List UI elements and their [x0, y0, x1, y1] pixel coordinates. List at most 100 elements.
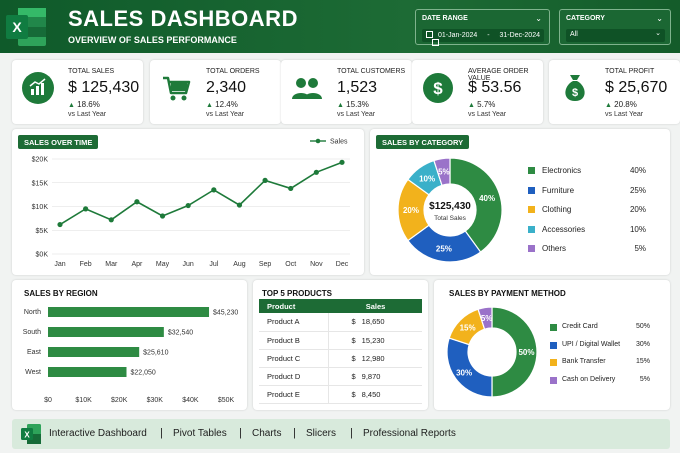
sales-data-point: [236, 202, 243, 208]
y-tick-label: $10K: [32, 204, 49, 211]
sales-by-category-donut: 40% 25% 20% 10%5% $125,430 Total Sales: [397, 157, 503, 263]
sales-by-category-panel: SALES BY CATEGORY 40% 25% 20% 10% 5% $125,430…: [370, 129, 670, 275]
x-tick-label: $40K: [182, 397, 199, 404]
legend-swatch: [528, 225, 535, 233]
up-arrow-icon: ▲: [605, 102, 612, 109]
x-tick-label: $20K: [111, 397, 128, 404]
kpi-change: ▲ 15.3%: [337, 100, 369, 109]
chevron-down-icon[interactable]: ⌄: [535, 14, 542, 23]
kpi-card-total-orders: TOTAL ORDERS 2,340 ▲ 12.4% vs Last Year: [150, 60, 281, 124]
kpi-change-value: 12.4%: [215, 100, 238, 109]
y-tick-label: $5K: [36, 228, 49, 235]
calendar-icon: [432, 39, 439, 46]
legend-label: Others: [542, 244, 567, 253]
x-tick-label: Jun: [183, 261, 194, 268]
footer-separator: |: [160, 427, 163, 439]
payment-slice-label: 50%: [518, 348, 534, 357]
region-bar: [48, 307, 210, 317]
x-tick-label: Mar: [105, 261, 118, 268]
kpi-label: TOTAL PROFIT: [605, 68, 655, 75]
kpi-comparison: vs Last Year: [468, 111, 507, 118]
product-name: Product D: [259, 367, 330, 386]
legend-percent: 10%: [629, 224, 646, 234]
region-value-label: $32,540: [168, 330, 193, 337]
up-arrow-icon: ▲: [468, 102, 475, 109]
chevron-down-icon[interactable]: ⌄: [655, 30, 661, 37]
top-products-title: TOP 5 PRODUCTS: [262, 289, 332, 298]
kpi-comparison: vs Last Year: [337, 111, 376, 118]
feature-footer: X Interactive Dashboard | Pivot Tables |…: [12, 419, 670, 449]
date-range-filter[interactable]: DATE RANGE ⌄ 01-Jan-2024 - 31-Dec-2024: [415, 9, 550, 46]
kpi-comparison: vs Last Year: [68, 111, 107, 118]
svg-text:$: $: [433, 79, 443, 98]
region-value-label: $22,050: [130, 370, 155, 377]
x-tick-label: Jan: [54, 261, 65, 268]
payment-method-donut: 50% 30% 15% 5%: [446, 306, 538, 398]
legend-percent: 50%: [635, 323, 650, 330]
x-tick-label: May: [156, 261, 170, 268]
table-header-row: Product Sales: [259, 299, 422, 313]
category-filter[interactable]: CATEGORY ⌄ All ⌄: [559, 9, 671, 45]
sales-over-time-title: SALES OVER TIME: [18, 135, 99, 149]
sales-by-region-title: SALES BY REGION: [24, 289, 98, 298]
payment-legend-item: Credit Card 50%: [550, 323, 650, 333]
dashboard-header: X SALES DASHBOARD OVERVIEW OF SALES PERF…: [0, 0, 680, 53]
region-bar: [48, 327, 164, 337]
legend-percent: 40%: [629, 166, 646, 175]
region-bar: [48, 367, 127, 377]
svg-text:X: X: [24, 431, 30, 440]
category-center-value: $125,430: [429, 201, 471, 212]
kpi-label: TOTAL SALES: [68, 68, 115, 75]
x-tick-label: Aug: [233, 261, 246, 268]
excel-logo-icon: X: [6, 8, 46, 46]
chevron-down-icon[interactable]: ⌄: [656, 14, 663, 23]
legend-label: Bank Transfer: [562, 358, 606, 365]
x-tick-label: Dec: [336, 261, 349, 268]
legend-percent: 5%: [639, 375, 650, 383]
payment-legend-item: UPI / Digital Wallet 30%: [550, 341, 650, 351]
sales-value: 15,230: [361, 335, 385, 345]
kpi-value: $ 53.56: [468, 79, 522, 96]
legend-label: Credit Card: [562, 323, 598, 330]
kpi-change: ▲ 20.8%: [605, 100, 637, 109]
date-start: 01-Jan-2024: [437, 32, 478, 39]
table-row: Product D $9,870: [259, 367, 422, 386]
legend-swatch: [550, 376, 557, 384]
date-range-value[interactable]: 01-Jan-2024 - 31-Dec-2024: [422, 29, 544, 46]
product-name: Product E: [259, 385, 330, 404]
payment-slice: [477, 306, 493, 330]
region-bar: [48, 347, 140, 357]
category-legend-item: Others 5%: [528, 244, 646, 254]
sales-over-time-panel: SALES OVER TIME $0K $5K $10K $15K $20K Jan Feb…: [12, 129, 364, 275]
sales-data-point: [57, 221, 63, 228]
sales-data-point: [262, 177, 268, 183]
sales-by-category-title: SALES BY CATEGORY: [376, 135, 470, 149]
excel-logo-letter: X: [12, 19, 22, 35]
category-select[interactable]: All ⌄: [566, 29, 665, 42]
x-tick-label: Nov: [310, 261, 323, 268]
x-tick-label: Jul: [209, 261, 218, 268]
kpi-value: 1,523: [337, 79, 378, 96]
kpi-comparison: vs Last Year: [605, 111, 644, 118]
category-slice: [449, 157, 503, 253]
region-category-label: South: [23, 329, 41, 336]
cart-icon: [163, 76, 191, 101]
legend-percent: 5%: [634, 244, 646, 253]
product-sales: $8,450: [328, 385, 422, 404]
top-products-grid: Product Sales Product A $18,650 Product B $15…: [259, 299, 422, 404]
legend-swatch: [550, 359, 557, 366]
footer-item-pivot-tables: Pivot Tables: [173, 428, 227, 439]
region-value-label: $25,610: [143, 350, 168, 357]
kpi-comparison: vs Last Year: [206, 111, 245, 118]
sales-by-region-chart: North $45,230 South $32,540 East $25,610 West $…: [23, 307, 238, 404]
payment-method-panel: SALES BY PAYMENT METHOD 50% 30% 15% 5% Cred…: [434, 280, 670, 410]
currency-symbol: $: [351, 353, 356, 363]
kpi-change-value: 18.6%: [77, 100, 100, 109]
category-slice: [433, 157, 451, 187]
currency-symbol: $: [351, 335, 356, 345]
currency-symbol: $: [351, 371, 356, 381]
category-slice-label: 40%: [479, 194, 495, 203]
top-products-panel: TOP 5 PRODUCTS Product Sales Product A $18,…: [253, 280, 428, 410]
kpi-change: ▲ 5.7%: [468, 100, 495, 109]
product-sales: $9,870: [328, 367, 422, 386]
